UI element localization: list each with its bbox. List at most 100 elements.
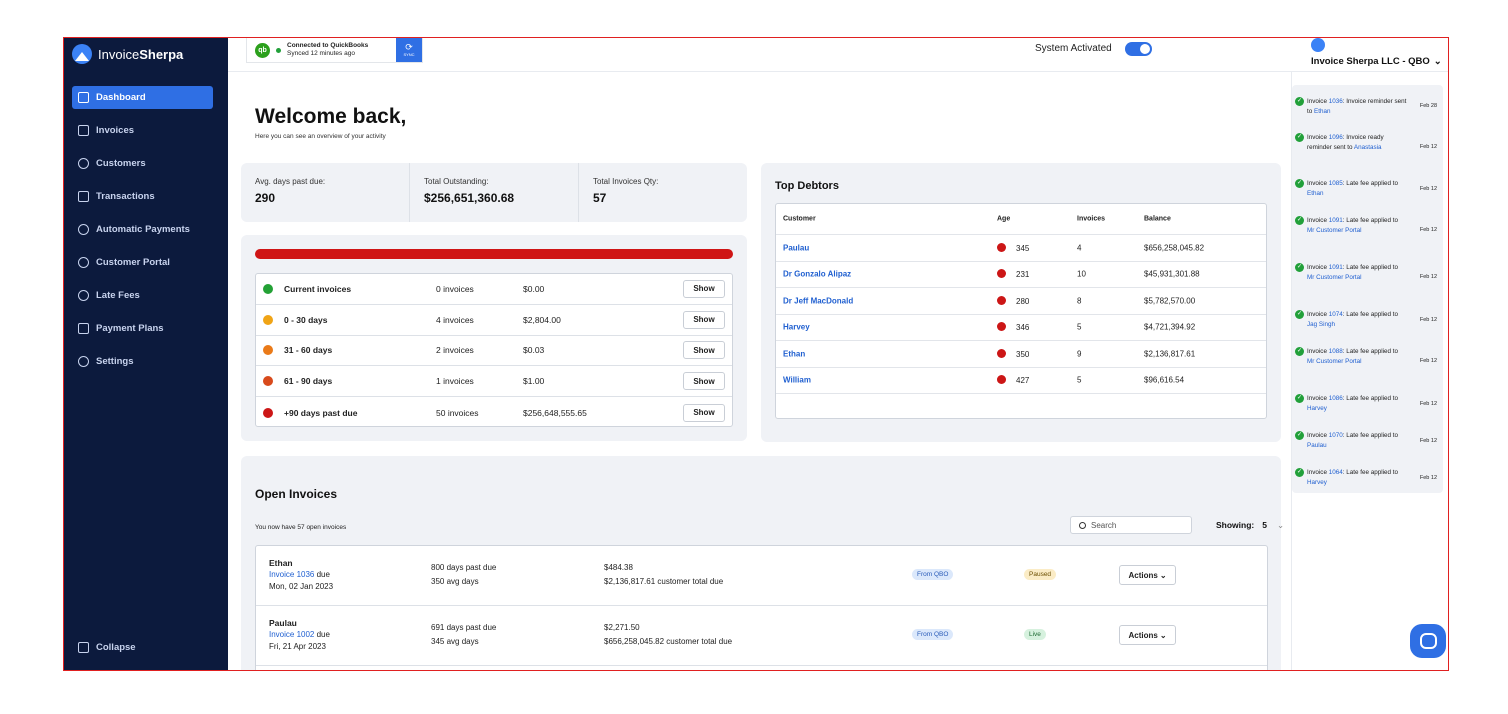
sidebar-item-label: Settings — [96, 356, 134, 367]
actions-label: Actions — [1128, 570, 1158, 580]
activity-prefix: Invoice — [1307, 432, 1329, 439]
source-badge: From QBO — [912, 629, 954, 640]
amount-cell: $2,271.50 $656,258,045.82 customer total … — [604, 621, 732, 649]
aging-label: Current invoices — [284, 283, 352, 294]
showing-selector[interactable]: Showing: 5 ⌄ — [1216, 520, 1284, 531]
activity-customer-link[interactable]: Jag Singh — [1307, 320, 1336, 328]
overdue-dot — [997, 242, 1006, 252]
debtor-name-link[interactable]: William — [783, 375, 811, 385]
brand-logo[interactable]: InvoiceSherpa — [72, 42, 183, 66]
stat-value: 57 — [593, 191, 607, 205]
sidebar-item-automatic-payments[interactable]: Automatic Payments — [72, 218, 213, 241]
activity-customer-link[interactable]: Harvey — [1307, 404, 1327, 412]
activity-date: Feb 12 — [1419, 438, 1437, 444]
debtor-name-link[interactable]: Paulau — [783, 243, 810, 253]
status-dot — [263, 407, 273, 418]
show-button[interactable]: Show — [683, 372, 725, 391]
show-button[interactable]: Show — [683, 279, 725, 298]
invoice-amount: $2,271.50 — [604, 623, 640, 632]
actions-button[interactable]: Actions ⌄ — [1119, 625, 1176, 645]
sync-button[interactable]: ⟳ SYNC — [396, 38, 422, 62]
company-selector[interactable]: Invoice Sherpa LLC - QBO ⌄ — [1311, 56, 1442, 67]
sidebar-item-label: Customers — [96, 158, 146, 169]
check-circle-icon: ✓ — [1295, 431, 1304, 440]
debtor-invoices: 9 — [1077, 349, 1082, 359]
debtor-age: 280 — [997, 295, 1029, 306]
customer-name: Ethan — [269, 558, 293, 568]
debtor-name-link[interactable]: Dr Gonzalo Alipaz — [783, 269, 852, 279]
debtor-name-link[interactable]: Harvey — [783, 322, 810, 332]
invoice-link[interactable]: Invoice 1002 — [269, 630, 315, 639]
actions-label: Actions — [1128, 630, 1158, 640]
aging-amount: $256,648,555.65 — [523, 407, 587, 418]
activity-invoice-link[interactable]: 1070 — [1328, 432, 1343, 439]
invoice-link[interactable]: Invoice 1036 — [269, 570, 315, 579]
gear-icon — [78, 356, 89, 367]
show-button[interactable]: Show — [683, 310, 725, 329]
activity-customer-link[interactable]: Anastasia — [1353, 143, 1382, 151]
customer-name: Paulau — [269, 618, 297, 628]
activity-customer-link[interactable]: Ethan — [1314, 107, 1331, 115]
sidebar-item-customers[interactable]: Customers — [72, 152, 213, 175]
aging-row: 0 - 30 days 4 invoices $2,804.00 Show — [256, 305, 732, 336]
debtor-balance: $96,616.54 — [1144, 375, 1185, 385]
activity-customer-link[interactable]: Mr Customer Portal — [1307, 273, 1362, 281]
sidebar-item-settings[interactable]: Settings — [72, 350, 213, 373]
users-icon — [78, 158, 89, 169]
activity-invoice-link[interactable]: 1036 — [1328, 98, 1343, 105]
calendar-icon — [78, 323, 89, 334]
activity-invoice-link[interactable]: 1091 — [1328, 217, 1343, 224]
activity-invoice-link[interactable]: 1074 — [1328, 311, 1343, 318]
activity-customer-link[interactable]: Paulau — [1307, 441, 1327, 449]
debtor-balance: $45,931,301.88 — [1144, 269, 1200, 279]
collapse-button[interactable]: Collapse — [78, 642, 136, 653]
show-button[interactable]: Show — [683, 403, 725, 422]
activity-customer-link[interactable]: Mr Customer Portal — [1307, 226, 1362, 234]
table-header: Customer Age Invoices Balance — [776, 204, 1266, 235]
status-dot — [263, 376, 273, 387]
activity-message: : Late fee applied to — [1342, 348, 1399, 355]
header-customer: Customer — [783, 215, 816, 223]
aging-progress-bar — [255, 249, 733, 259]
system-activated-label: System Activated — [1035, 43, 1112, 54]
sidebar-item-transactions[interactable]: Transactions — [72, 185, 213, 208]
qb-connection-label: Connected to QuickBooks — [287, 42, 369, 49]
header-age: Age — [997, 215, 1011, 223]
sidebar-item-invoices[interactable]: Invoices — [72, 119, 213, 142]
activity-invoice-link[interactable]: 1096 — [1328, 134, 1343, 141]
debtor-name-link[interactable]: Ethan — [783, 349, 806, 359]
activity-message: : Late fee applied to — [1342, 264, 1399, 271]
sync-label: SYNC — [403, 52, 415, 57]
search-input[interactable]: Search — [1070, 516, 1192, 534]
status-badge: Live — [1024, 629, 1046, 640]
system-activated-toggle[interactable] — [1125, 42, 1152, 56]
activity-date: Feb 28 — [1419, 103, 1437, 109]
sidebar-item-late-fees[interactable]: Late Fees — [72, 284, 213, 307]
check-circle-icon: ✓ — [1295, 179, 1304, 188]
activity-invoice-link[interactable]: 1091 — [1328, 264, 1343, 271]
activity-invoice-link[interactable]: 1088 — [1328, 348, 1343, 355]
show-button[interactable]: Show — [683, 341, 725, 360]
sidebar-item-dashboard[interactable]: Dashboard — [72, 86, 213, 109]
aging-table: Current invoices 0 invoices $0.00 Show 0 - 3… — [255, 273, 733, 427]
actions-button[interactable]: Actions ⌄ — [1119, 565, 1176, 585]
showing-value: 5 — [1262, 520, 1267, 530]
sidebar-item-payment-plans[interactable]: Payment Plans — [72, 317, 213, 340]
activity-invoice-link[interactable]: 1086 — [1328, 395, 1343, 402]
help-chat-button[interactable] — [1410, 624, 1446, 658]
debtor-balance: $5,782,570.00 — [1144, 296, 1196, 306]
activity-customer-link[interactable]: Mr Customer Portal — [1307, 357, 1362, 365]
stat-total-outstanding: Total Outstanding: $256,651,360.68 — [410, 163, 579, 222]
status-badge: Paused — [1024, 569, 1057, 580]
activity-customer-link[interactable]: Harvey — [1307, 478, 1327, 486]
activity-invoice-link[interactable]: 1085 — [1328, 180, 1343, 187]
debtor-name-link[interactable]: Dr Jeff MacDonald — [783, 296, 854, 306]
aging-label: 61 - 90 days — [284, 376, 333, 387]
overdue-dot — [997, 322, 1006, 332]
sidebar-item-customer-portal[interactable]: Customer Portal — [72, 251, 213, 274]
grid-icon — [78, 92, 89, 103]
activity-invoice-link[interactable]: 1064 — [1328, 469, 1343, 476]
activity-customer-link[interactable]: Ethan — [1307, 189, 1324, 197]
chevron-down-icon: ⌄ — [1159, 570, 1167, 580]
debtor-age: 346 — [997, 322, 1029, 332]
